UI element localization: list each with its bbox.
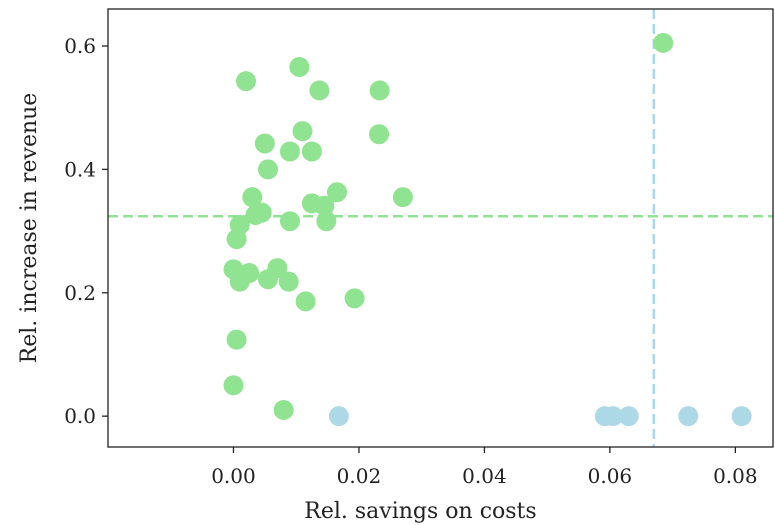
data-point — [344, 288, 365, 309]
data-point — [731, 406, 752, 427]
data-point — [326, 182, 347, 203]
data-point — [226, 329, 247, 350]
data-point — [314, 195, 335, 216]
x-axis-ticks: 0.00 0.02 0.04 0.06 0.08 — [211, 447, 758, 488]
x-tick-label: 0.06 — [588, 464, 633, 488]
scatter-points — [223, 32, 752, 427]
plot-frame — [107, 8, 774, 448]
y-tick-label: 0.2 — [64, 281, 96, 305]
x-tick-label: 0.02 — [337, 464, 382, 488]
y-axis-ticks: 0.0 0.2 0.4 0.6 — [64, 34, 108, 428]
x-axis-label: Rel. savings on costs — [304, 499, 536, 524]
data-point — [254, 133, 275, 154]
data-point — [226, 229, 247, 250]
data-point — [295, 291, 316, 312]
y-tick-label: 0.0 — [64, 404, 96, 428]
data-point — [279, 211, 300, 232]
data-point — [309, 80, 330, 101]
data-point — [279, 141, 300, 162]
data-point — [618, 406, 639, 427]
data-point — [289, 56, 310, 77]
data-point — [328, 406, 349, 427]
data-point — [301, 141, 322, 162]
data-point — [316, 211, 337, 232]
x-tick-label: 0.00 — [211, 464, 256, 488]
data-point — [245, 205, 266, 226]
x-tick-label: 0.08 — [713, 464, 758, 488]
data-point — [678, 406, 699, 427]
y-tick-label: 0.6 — [64, 34, 96, 58]
data-point — [236, 71, 257, 92]
data-point — [229, 271, 250, 292]
reference-lines — [108, 9, 773, 447]
data-point — [257, 269, 278, 290]
data-point — [273, 399, 294, 420]
data-point — [223, 375, 244, 396]
data-point — [242, 187, 263, 208]
x-tick-label: 0.04 — [462, 464, 507, 488]
y-axis-label: Rel. increase in revenue — [17, 93, 42, 364]
data-point — [603, 406, 624, 427]
data-point — [257, 159, 278, 180]
y-tick-label: 0.4 — [64, 157, 96, 181]
data-point — [369, 80, 390, 101]
data-point — [292, 121, 313, 142]
data-point — [369, 124, 390, 145]
data-point — [653, 32, 674, 53]
data-point — [278, 271, 299, 292]
data-point — [392, 187, 413, 208]
